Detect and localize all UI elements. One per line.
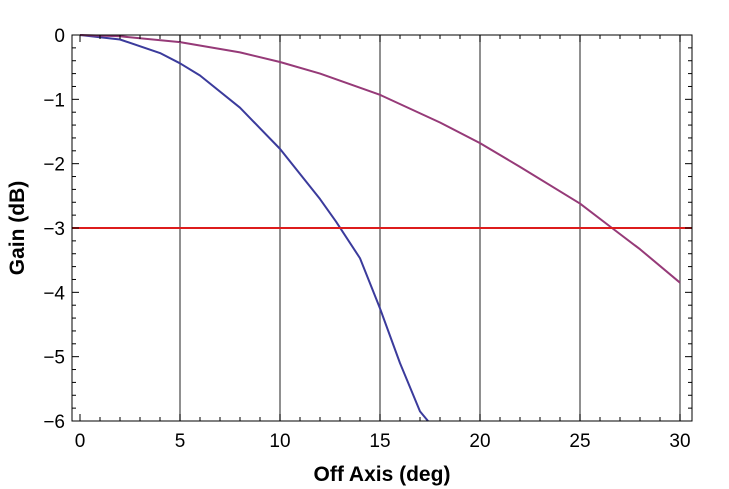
x-tick-label: 25 <box>569 431 590 452</box>
x-tick-label: 30 <box>669 431 690 452</box>
y-tick-label: −3 <box>43 219 65 240</box>
series-layer <box>72 34 692 422</box>
y-tick-label: −4 <box>43 283 65 304</box>
series-line-1 <box>79 34 429 422</box>
series-line-2 <box>79 34 681 284</box>
x-tick-label: 20 <box>469 431 490 452</box>
y-tick-label: −2 <box>43 155 65 176</box>
ticks <box>72 34 692 422</box>
x-tick-label: 10 <box>269 431 290 452</box>
x-tick-label: 5 <box>175 431 186 452</box>
y-axis-title: Gain (dB) <box>6 181 29 276</box>
y-tick-label: −6 <box>43 412 65 433</box>
x-tick-label: 0 <box>75 431 86 452</box>
tick-labels: 0 5 10 15 20 25 30 0 −1 −2 −3 −4 −5 −6 <box>43 26 690 452</box>
y-tick-label: −5 <box>43 348 65 369</box>
y-tick-label: −1 <box>43 90 65 111</box>
y-tick-label: 0 <box>54 26 65 47</box>
x-tick-label: 15 <box>369 431 390 452</box>
x-axis-title: Off Axis (deg) <box>314 463 451 486</box>
